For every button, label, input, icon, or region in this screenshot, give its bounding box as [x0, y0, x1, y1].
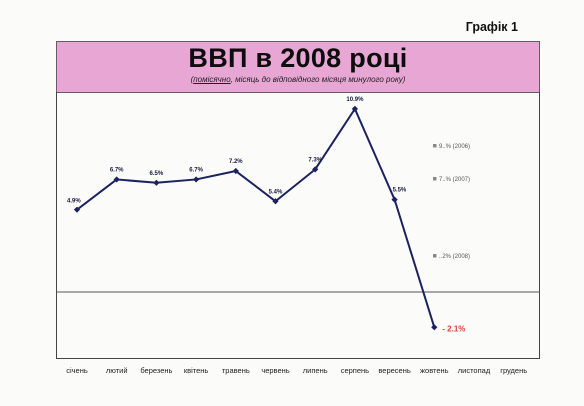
data-point [192, 176, 200, 183]
chart-subtitle: (помісячно, місяць до відповідного місяц… [57, 75, 539, 84]
legend-entry: ..2% (2008) [439, 254, 470, 260]
subtitle-prefix: ( [190, 75, 194, 84]
x-tick-label: березень [140, 366, 172, 375]
x-tick-label: липень [303, 366, 328, 375]
data-label: 6.7% [189, 167, 203, 173]
data-label: 5.4% [269, 189, 283, 195]
data-label: - 2.1% [442, 324, 465, 333]
figure-label: Графік 1 [465, 20, 518, 34]
x-tick-label: листопад [458, 366, 491, 375]
legend-marker [433, 144, 437, 148]
data-point [153, 179, 160, 186]
subtitle-rest: , місяць до відповідного місяця минулого… [230, 75, 406, 84]
x-tick-label: червень [261, 366, 289, 375]
x-tick-label: грудень [500, 366, 527, 375]
x-tick-label: вересень [378, 366, 410, 375]
x-tick-label: серпень [341, 366, 369, 375]
x-tick-label: лютий [106, 366, 128, 375]
data-label: 6.5% [150, 171, 164, 177]
data-point [391, 196, 398, 203]
legend-marker [433, 177, 437, 181]
data-label: 6.7% [110, 167, 124, 173]
x-tick-label: травень [222, 366, 250, 375]
x-tick-label: січень [66, 366, 88, 375]
legend-entry: 7..% (2007) [439, 177, 470, 183]
data-label: 10.9% [346, 97, 364, 103]
data-label: 5.5% [393, 188, 407, 194]
data-label: 7.3% [308, 157, 322, 163]
data-point [431, 324, 438, 331]
x-tick-label: квітень [184, 366, 209, 375]
chart-title: ВВП в 2008 році [188, 43, 408, 73]
title-box: ВВП в 2008 році (помісячно, місяць до ві… [56, 41, 540, 93]
data-point [113, 176, 120, 183]
legend-entry: 9..% (2006) [439, 144, 470, 150]
data-point [73, 206, 81, 213]
plot-frame [56, 92, 540, 359]
series-line [76, 107, 436, 328]
data-point [232, 167, 239, 175]
subtitle-highlight: помісячно [193, 75, 231, 84]
data-label: 4.9% [67, 199, 81, 205]
data-label: 7.2% [229, 159, 243, 165]
x-tick-label: жовтень [420, 366, 449, 375]
legend-marker [433, 254, 437, 258]
